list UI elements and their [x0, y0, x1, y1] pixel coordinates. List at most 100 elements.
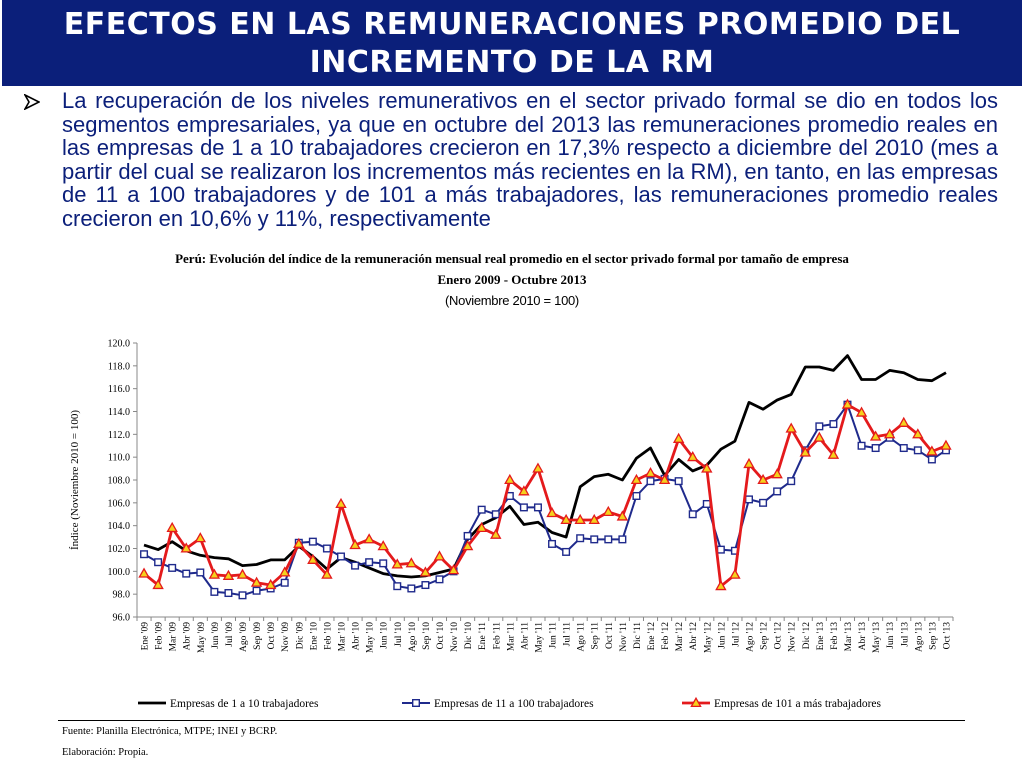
- slide-header: EFECTOS EN LAS REMUNERACIONES PROMEDIO D…: [2, 0, 1022, 86]
- x-tick-label: Abr '11: [520, 622, 530, 650]
- x-tick-label: Sep '11: [591, 622, 601, 650]
- data-point: [264, 578, 277, 590]
- x-tick-label: Ene '13: [816, 622, 826, 651]
- data-point: [829, 420, 838, 429]
- x-tick-label: Mar '11: [506, 622, 516, 651]
- x-tick-label: Nov '10: [450, 622, 460, 652]
- y-tick-label: 102.0: [108, 544, 131, 555]
- x-tick-label: Jul '12: [731, 622, 741, 647]
- x-tick-label: Dic '09: [295, 622, 305, 650]
- data-point: [618, 535, 627, 544]
- data-point: [407, 584, 416, 593]
- data-point: [419, 566, 432, 577]
- x-tick-label: Jun '11: [549, 622, 559, 649]
- chart-base-note: (Noviembre 2010 = 100): [445, 293, 579, 308]
- x-tick-label: Jul '11: [563, 622, 573, 647]
- data-point: [715, 580, 727, 591]
- data-point: [335, 497, 347, 509]
- y-tick-label: 110.0: [108, 453, 130, 464]
- data-point: [644, 467, 657, 478]
- data-point: [883, 428, 896, 439]
- series-1: [143, 354, 947, 579]
- x-tick-label: Ago '10: [408, 622, 418, 652]
- x-tick-label: Mar '13: [844, 622, 854, 652]
- data-point: [238, 591, 247, 600]
- y-tick-label: 98.0: [113, 590, 131, 601]
- x-tick-label: Abr '12: [689, 622, 699, 651]
- data-point: [533, 503, 542, 512]
- data-point: [349, 538, 361, 550]
- data-point: [140, 550, 149, 559]
- data-point: [630, 473, 643, 485]
- x-tick-label: Oct '10: [436, 622, 446, 650]
- data-point: [393, 582, 402, 591]
- x-tick-label: Ene '09: [141, 622, 151, 651]
- x-tick-label: Mar '09: [169, 622, 179, 652]
- x-tick-label: Dic '11: [633, 622, 643, 649]
- data-point: [827, 448, 840, 459]
- data-point: [182, 569, 191, 578]
- data-point: [351, 561, 360, 570]
- data-point: [475, 521, 488, 532]
- data-point: [477, 505, 486, 514]
- x-tick-label: Sep '09: [253, 622, 263, 650]
- bullet-point: La recuperación de los niveles remunerat…: [24, 89, 998, 230]
- x-tick-label: Oct '13: [942, 622, 952, 650]
- x-tick-label: Dic '10: [464, 622, 474, 650]
- data-point: [194, 532, 207, 543]
- data-point: [913, 446, 922, 455]
- chart-title: Perú: Evolución del índice de la remuner…: [175, 251, 849, 266]
- x-tick-label: Mar '10: [338, 622, 348, 652]
- data-point: [898, 416, 910, 427]
- data-point: [252, 586, 261, 595]
- y-tick-label: 100.0: [108, 567, 131, 578]
- data-point: [773, 487, 782, 496]
- data-point: [927, 455, 936, 464]
- elaboration-note: Elaboración: Propia.: [62, 747, 149, 758]
- x-tick-label: Feb '09: [155, 622, 165, 650]
- y-tick-label: 116.0: [108, 384, 130, 395]
- data-point: [337, 552, 346, 561]
- x-tick-label: Sep '12: [760, 622, 770, 650]
- x-tick-label: Oct '09: [267, 622, 277, 650]
- data-point: [421, 581, 430, 590]
- data-point: [757, 473, 769, 485]
- data-point: [490, 528, 502, 539]
- data-point: [743, 457, 755, 469]
- data-point: [787, 477, 796, 486]
- data-point: [813, 431, 826, 442]
- data-point: [391, 558, 403, 569]
- legend-marker: [690, 696, 702, 708]
- series-line: [143, 354, 947, 579]
- data-point: [588, 513, 600, 525]
- legend-label: Empresas de 1 a 10 trabajadores: [170, 698, 319, 710]
- data-point: [377, 540, 389, 551]
- data-point: [658, 473, 671, 485]
- x-tick-label: Jul '09: [225, 622, 235, 647]
- data-point: [574, 513, 586, 525]
- legend-entry-1: Empresas de 1 a 10 trabajadores: [138, 698, 319, 710]
- data-point: [632, 491, 641, 500]
- legend-marker: [412, 699, 421, 708]
- chart-subtitle: Enero 2009 - Octubre 2013: [437, 272, 587, 287]
- series-line: [143, 403, 947, 597]
- y-tick-label: 96.0: [113, 613, 131, 624]
- x-tick-label: Jul '13: [900, 622, 910, 647]
- x-tick-label: Feb '13: [830, 622, 840, 650]
- legend-entry-2: Empresas de 11 a 100 trabajadores: [402, 698, 594, 710]
- x-tick-label: Sep '10: [422, 622, 432, 650]
- data-point: [196, 568, 205, 577]
- data-point: [280, 578, 289, 587]
- data-point: [604, 535, 613, 544]
- series-2: [140, 400, 950, 600]
- x-tick-label: Oct '12: [774, 622, 784, 650]
- data-point: [250, 576, 263, 587]
- data-point: [674, 477, 683, 486]
- series-3: [138, 398, 952, 591]
- data-point: [308, 537, 317, 546]
- x-tick-label: Oct '11: [605, 622, 615, 649]
- data-point: [869, 430, 882, 441]
- data-point: [899, 444, 908, 453]
- data-point: [168, 563, 177, 572]
- x-tick-label: May '12: [703, 622, 713, 653]
